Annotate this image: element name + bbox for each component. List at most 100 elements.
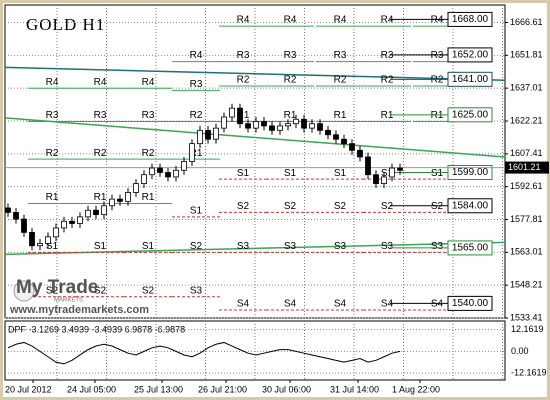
x-tick-label: 1 Aug 22:00	[392, 384, 440, 394]
pivot-label: R2	[381, 75, 394, 86]
level-box	[447, 47, 493, 63]
pivot-label: R1	[237, 110, 250, 121]
candle-body	[125, 192, 131, 202]
pivot-label: S4	[334, 299, 347, 310]
pivot-label: S1	[94, 241, 107, 252]
pivot-label: S1	[237, 168, 250, 179]
level-label: 1625.00	[452, 109, 489, 120]
pivot-label: S2	[46, 285, 59, 296]
candle-body	[285, 123, 291, 127]
candle-body	[181, 161, 187, 171]
y-tick-label: 1577.81	[510, 214, 543, 224]
pivot-label: S3	[237, 241, 250, 252]
pivot-label: R4	[237, 15, 250, 26]
pivot-label: S1	[46, 241, 59, 252]
candle-body	[341, 138, 347, 145]
pivot-label: R3	[46, 110, 59, 121]
pivot-label: R3	[142, 110, 155, 121]
candle-body	[93, 209, 99, 216]
candle-body	[69, 220, 75, 224]
level-label: 1652.00	[452, 50, 489, 61]
level-box	[447, 240, 493, 256]
level-box	[447, 295, 493, 311]
candle-body	[29, 231, 35, 247]
pivot-label: R2	[190, 110, 203, 121]
pivot-label: S3	[381, 241, 394, 252]
pivot-label: S2	[94, 285, 107, 296]
chart-title: GOLD H1	[26, 15, 105, 34]
candle-body	[37, 243, 43, 247]
current-price-label: 1601.21	[508, 162, 541, 172]
candle-body	[61, 220, 67, 229]
pivot-label: R1	[142, 192, 155, 203]
level-box	[447, 107, 493, 123]
candle-body	[149, 167, 155, 176]
candle-body	[325, 129, 331, 136]
trendline	[4, 66, 506, 81]
pivot-label: S1	[431, 168, 444, 179]
x-tick-label: 25 Jul 13:00	[134, 384, 183, 394]
y-tick-label: 1607.41	[510, 148, 543, 158]
level-box	[447, 11, 493, 27]
pivot-label: R1	[94, 192, 107, 203]
candle-body	[85, 209, 91, 218]
indicator-tick-label: 0.00	[511, 346, 529, 356]
logo-brand: My Trade	[16, 277, 98, 298]
logo-url: www.mytrademarkets.com	[9, 304, 149, 316]
level-label: 1584.00	[452, 200, 489, 211]
candle-body	[221, 116, 227, 129]
pivot-label: R1	[190, 148, 203, 159]
pivot-label: R1	[46, 192, 59, 203]
indicator-tick-label: 12.1619	[511, 324, 544, 334]
x-tick-label: 20 Jul 2012	[5, 384, 52, 394]
logo-sub: MARKETS	[54, 298, 83, 304]
pivot-label: R2	[237, 75, 250, 86]
pivot-label: R4	[190, 50, 203, 61]
candle-body	[397, 167, 403, 171]
pivot-label: S2	[381, 201, 394, 212]
candle-body	[213, 127, 219, 140]
candle-body	[45, 236, 51, 244]
pivot-label: R1	[381, 110, 394, 121]
pivot-label: S2	[142, 285, 155, 296]
candle-body	[301, 118, 307, 129]
candle-body	[277, 125, 283, 131]
candle-body	[197, 129, 203, 145]
y-tick-label: 1592.61	[510, 181, 543, 191]
x-tick-label: 30 Jul 06:00	[262, 384, 311, 394]
pivot-label: S2	[431, 201, 444, 212]
y-tick-label: 1533.41	[510, 312, 543, 322]
candle-body	[261, 121, 267, 127]
candle-body	[165, 172, 171, 178]
pivot-label: S4	[237, 299, 250, 310]
current-price-box	[505, 161, 549, 174]
pivot-label: R2	[46, 148, 59, 159]
pivot-label: R4	[381, 15, 394, 26]
y-tick-label: 1637.01	[510, 83, 543, 93]
candle-body	[173, 169, 179, 178]
candle-body	[5, 207, 11, 213]
level-box	[447, 198, 493, 214]
candle-body	[109, 198, 115, 207]
candle-body	[309, 123, 315, 129]
candle-body	[117, 198, 123, 202]
pivot-label: S3	[190, 285, 203, 296]
pivot-label: S1	[190, 206, 203, 217]
x-tick-label: 26 Jul 21:00	[198, 384, 247, 394]
pivot-label: S3	[334, 241, 347, 252]
candle-body	[245, 123, 251, 129]
pivot-label: S2	[334, 201, 347, 212]
pivot-label: R1	[431, 110, 444, 121]
candle-body	[357, 149, 363, 158]
pivot-label: R4	[142, 77, 155, 88]
candle-body	[77, 216, 83, 224]
pivot-label: R3	[284, 50, 297, 61]
pivot-label: R3	[94, 110, 107, 121]
level-label: 1565.00	[452, 243, 489, 254]
pivot-label: R4	[334, 15, 347, 26]
candle-body	[293, 118, 299, 125]
pivot-label: R2	[142, 148, 155, 159]
candle-body	[189, 143, 195, 162]
pivot-label: R1	[334, 110, 347, 121]
